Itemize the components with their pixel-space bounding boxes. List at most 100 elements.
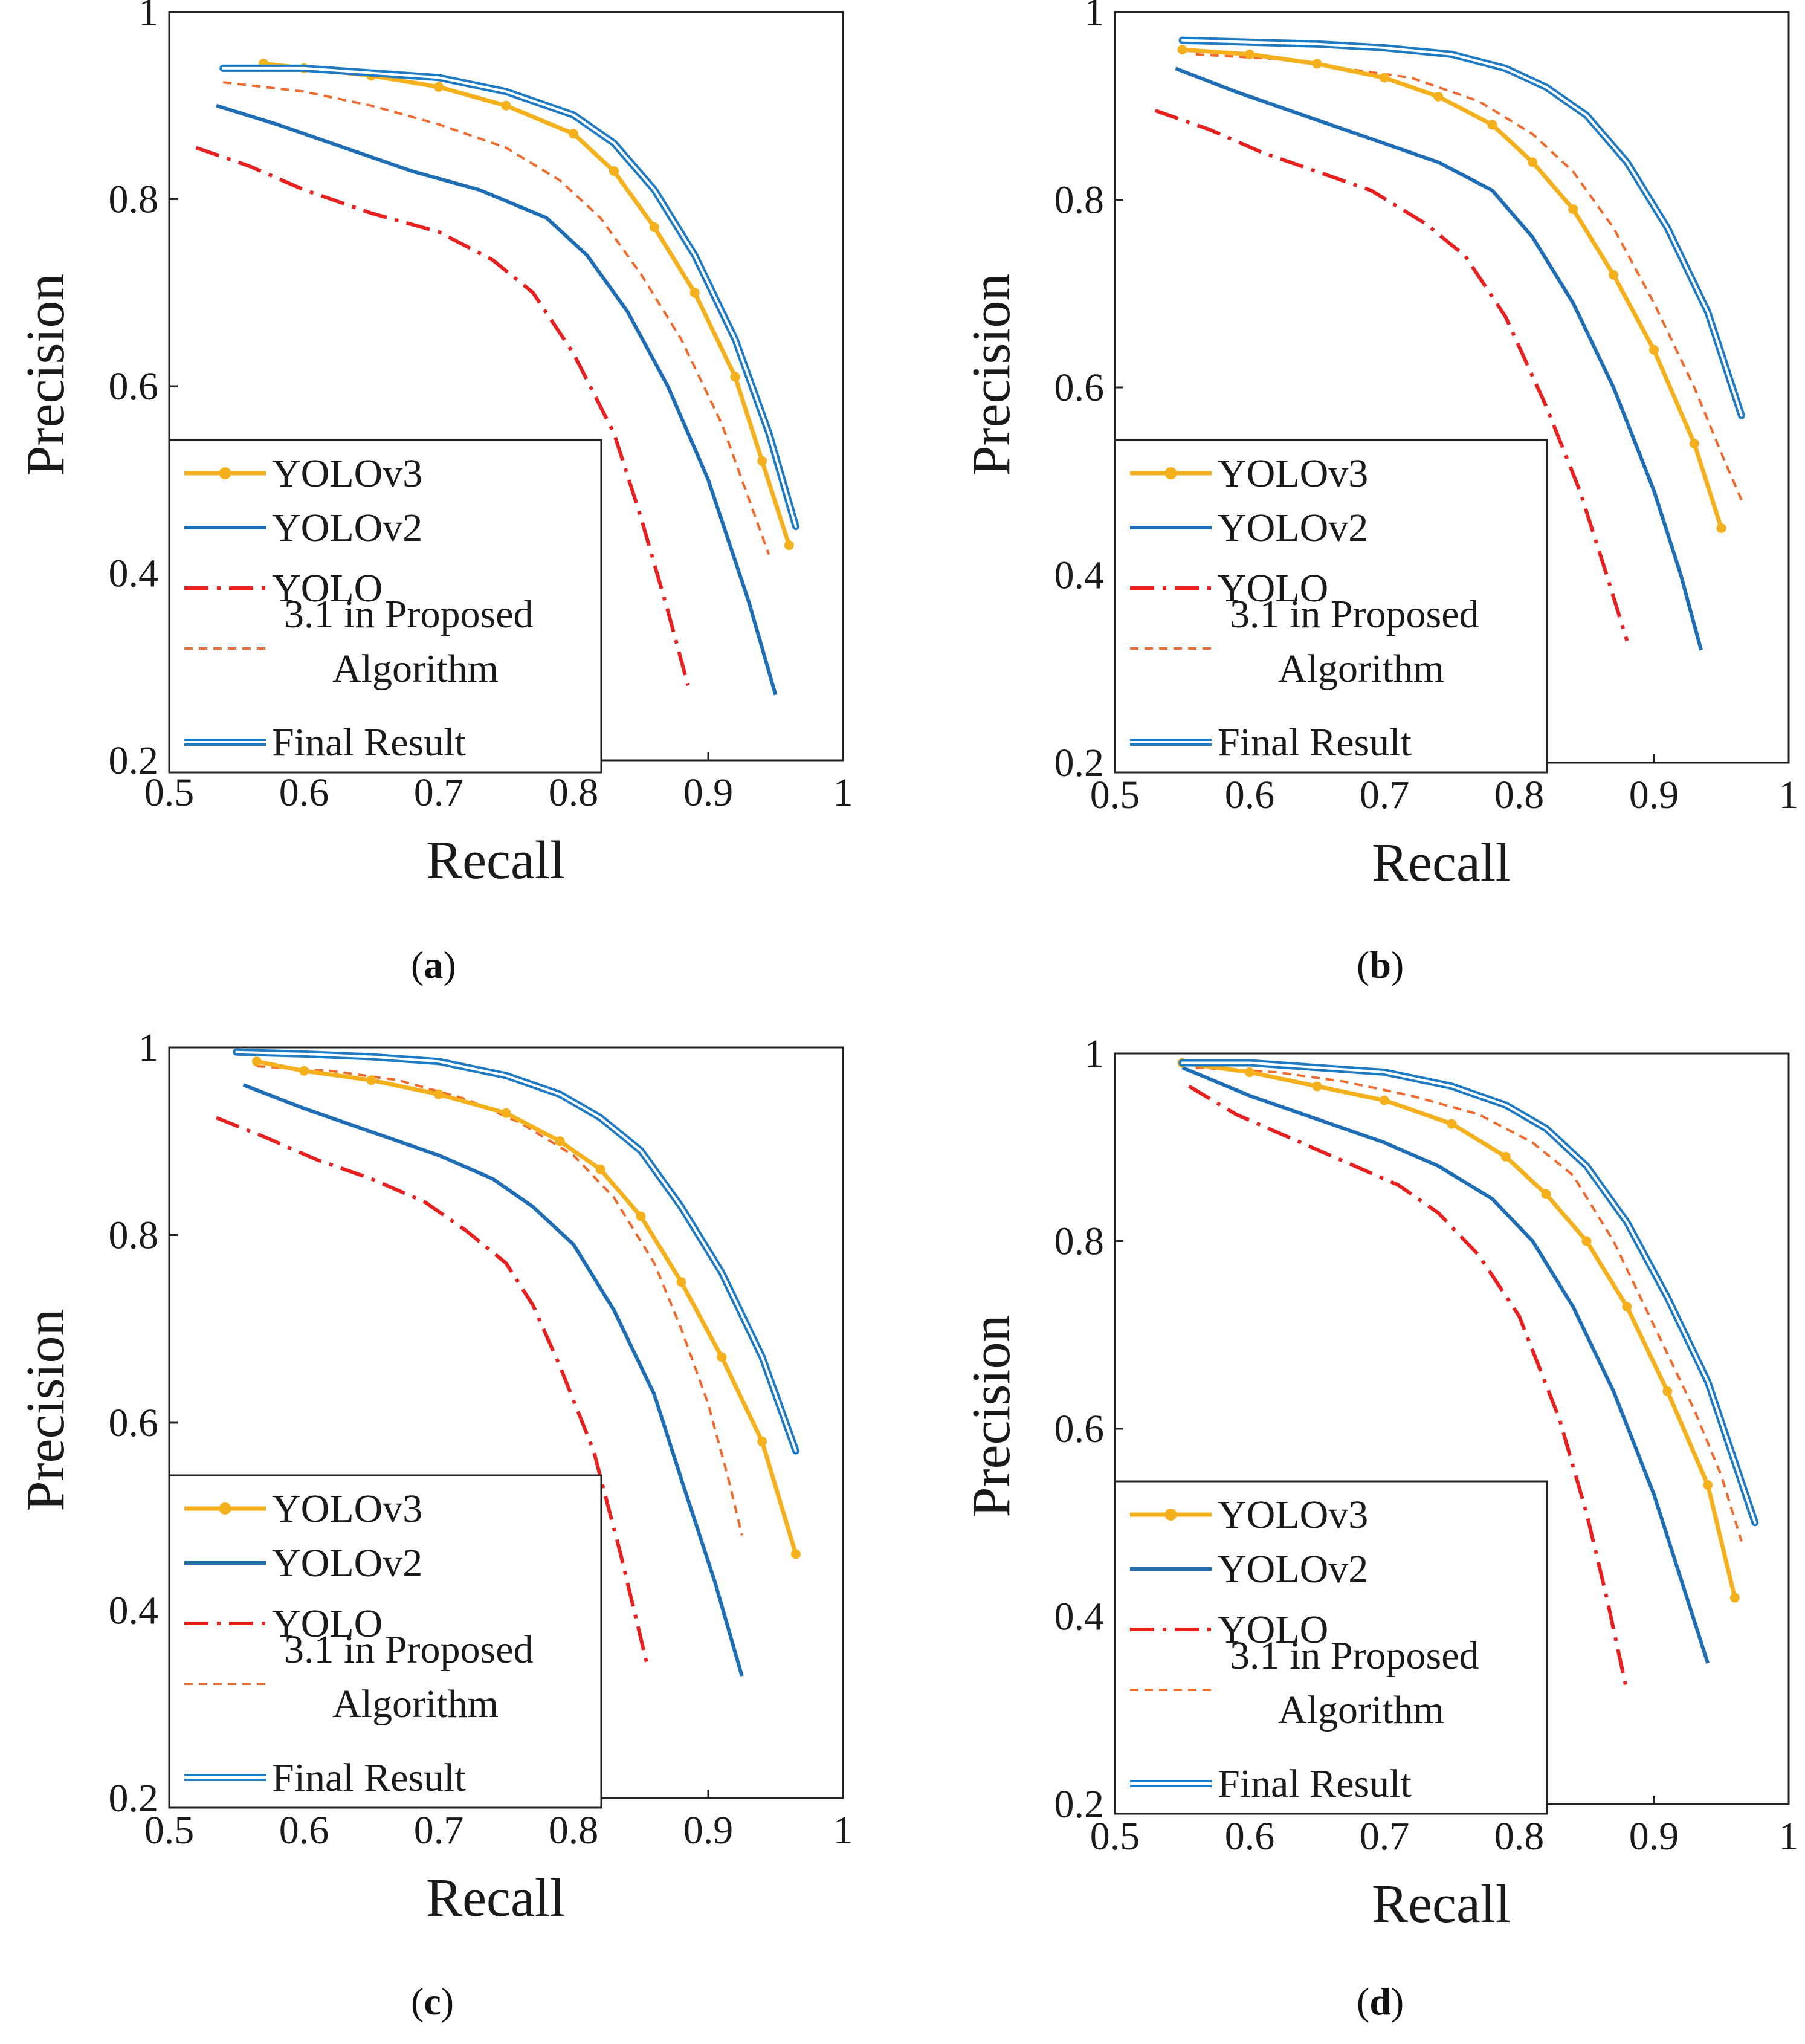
series-point-yolov3 [1500, 1151, 1511, 1162]
series-point-yolov3 [434, 82, 444, 92]
series-point-yolov3 [676, 1277, 686, 1287]
x-tick-label: 1 [1779, 1814, 1799, 1858]
series-point-yolov3 [649, 222, 659, 232]
caption-panel-c: (c) [411, 1980, 454, 2023]
series-point-yolov3 [1541, 1189, 1551, 1199]
series-point-yolov3 [1177, 45, 1187, 55]
series-point-yolov3 [757, 456, 767, 466]
caption-panel-a: (a) [411, 943, 456, 986]
legend-label-final: Final Result [272, 1756, 466, 1800]
legend-label-final: Final Result [1218, 1762, 1412, 1806]
y-tick-label: 0.6 [1054, 1407, 1105, 1451]
x-tick-label: 1 [833, 771, 853, 815]
series-point-yolov3 [1622, 1302, 1632, 1312]
series-point-yolov3 [1487, 120, 1497, 130]
legend-label-yolo: YOLO [1218, 1608, 1328, 1652]
series-line-yolov2 [1181, 1066, 1710, 1664]
y-tick-label: 0.6 [109, 364, 159, 409]
legend-marker-yolov3 [1164, 1509, 1177, 1521]
series-point-yolov3 [1716, 523, 1726, 533]
x-tick-label: 1 [833, 1808, 853, 1852]
x-tick-label: 0.9 [683, 771, 734, 815]
series-point-yolov3 [1380, 1095, 1389, 1105]
series-point-yolov3 [717, 1352, 727, 1362]
x-tick-label: 0.5 [1090, 1814, 1140, 1858]
legend-label-proposed31-line1: 3.1 in Proposed [284, 592, 534, 636]
x-tick-label: 0.5 [144, 1808, 195, 1852]
y-tick-label: 0.8 [109, 178, 159, 222]
x-axis-label: Recall [426, 1868, 565, 1928]
series-point-yolov3 [1729, 1593, 1740, 1603]
y-tick-label: 1 [138, 1026, 158, 1070]
series-line-final-result-inner [235, 1050, 797, 1452]
x-tick-label: 0.5 [1090, 773, 1140, 817]
series-line-yolo [215, 1116, 650, 1667]
series-line-yolo [195, 146, 690, 686]
x-tick-label: 0.8 [1494, 1814, 1545, 1858]
series-point-yolov3 [790, 1549, 801, 1559]
series-point-yolov3 [1581, 1236, 1592, 1246]
legend-label-yolov2: YOLOv2 [272, 506, 422, 550]
y-axis-label: Precision [961, 274, 1021, 476]
legend-label-yolov2: YOLOv2 [1218, 506, 1368, 550]
series-point-yolov3 [501, 100, 511, 111]
series-line-proposed31 [1195, 1066, 1743, 1542]
x-tick-label: 0.9 [683, 1808, 734, 1852]
legend-box [168, 1474, 602, 1809]
legend-label-yolov3: YOLOv3 [272, 451, 422, 496]
series-point-yolov3 [1312, 59, 1322, 69]
series-point-yolov3 [784, 540, 794, 551]
series-line-final-result [233, 1048, 799, 1455]
x-tick-label: 0.8 [549, 1808, 599, 1852]
series-point-yolov3 [434, 1089, 444, 1099]
y-tick-label: 0.8 [1054, 178, 1105, 222]
chart-panel-b: 0.5 0.6 0.7 0.8 0.9 1 0.2 0.4 0.6 0.8 1 Recall Preci… [961, 0, 1799, 893]
series-line-final-result-inner [222, 66, 797, 528]
y-axis-label: Precision [16, 274, 76, 476]
legend-label-final: Final Result [1218, 720, 1412, 765]
legend-marker-yolov3 [219, 467, 231, 479]
legend-label-final: Final Result [272, 720, 466, 765]
series-point-yolov3 [1689, 439, 1699, 449]
series-line-yolov3 [1182, 47, 1723, 529]
y-tick-label: 0.2 [109, 1776, 159, 1820]
legend-marker-yolov3 [219, 1502, 231, 1515]
x-tick-label: 0.7 [414, 1808, 464, 1852]
series-line-yolo [1188, 1084, 1629, 1692]
series-point-yolov3 [595, 1164, 605, 1174]
legend-box [1114, 439, 1548, 774]
legend-box [168, 439, 602, 774]
legend-label-proposed31-line2: Algorithm [332, 647, 499, 691]
series-line-yolo [1154, 109, 1629, 642]
series-point-yolov3 [730, 372, 740, 382]
series-point-yolov3 [501, 1108, 511, 1118]
series-line-proposed31 [256, 1065, 743, 1536]
x-axis-label: Recall [1372, 1874, 1511, 1934]
legend-label-yolov3: YOLOv3 [1218, 1493, 1368, 1537]
legend-label-yolov3: YOLOv3 [1218, 451, 1368, 496]
legend-label-proposed31-line1: 3.1 in Proposed [284, 1628, 534, 1672]
series-point-yolov3 [299, 1066, 309, 1076]
series-point-yolov3 [1447, 1119, 1457, 1129]
caption-panel-d: (d) [1357, 1980, 1404, 2023]
series-point-yolov3 [1433, 91, 1444, 102]
series-line-yolov2 [1175, 66, 1703, 651]
y-tick-label: 0.2 [1054, 741, 1105, 785]
y-tick-label: 0.2 [109, 739, 159, 783]
series-point-yolov3 [609, 166, 619, 176]
series-point-yolov3 [1312, 1081, 1322, 1092]
series-point-yolov3 [636, 1211, 646, 1221]
x-tick-label: 0.6 [1225, 773, 1275, 817]
y-tick-label: 1 [1084, 0, 1104, 34]
legend-label-yolov2: YOLOv2 [1218, 1547, 1368, 1591]
series-line-yolov3 [1182, 1061, 1737, 1599]
y-tick-label: 1 [138, 0, 158, 34]
x-tick-label: 0.6 [279, 771, 329, 815]
series-line-proposed31 [1195, 53, 1743, 501]
y-tick-label: 0.4 [1054, 554, 1105, 598]
y-tick-label: 0.6 [1054, 366, 1105, 410]
x-tick-label: 0.7 [414, 771, 464, 815]
